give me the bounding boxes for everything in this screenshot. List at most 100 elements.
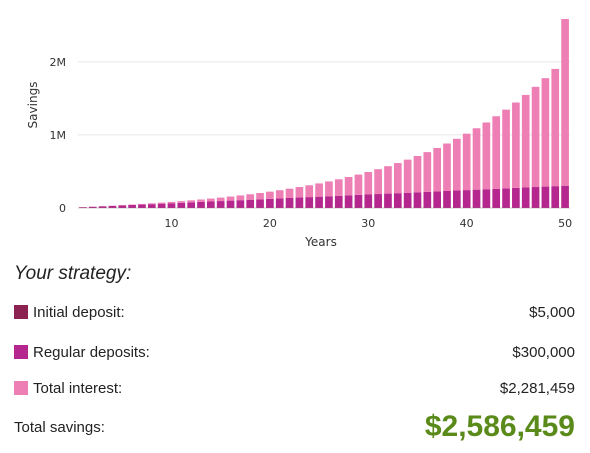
bar-segment [177,202,186,208]
bar-segment [177,201,186,203]
bar-segment [207,201,215,208]
axes: 0 1M 2M 10 20 30 40 50 [50,56,573,230]
bar-segment [226,196,235,201]
bar-segment [374,194,382,208]
bar-segment [531,187,540,208]
total-interest-legend: Total interest: [14,380,122,397]
bar-segment [492,188,501,208]
bar-segment [453,138,461,191]
total-interest-value: $2,281,459 [499,379,575,397]
x-tick-label: 40 [460,217,474,230]
bar-segment [187,202,195,208]
initial-deposit-label: Initial deposit: [33,303,125,321]
bar-segment [512,187,520,208]
bar-segment [551,186,560,208]
bar-segment [138,203,146,205]
bar-segment [393,163,402,194]
y-tick-label: 1M [50,129,67,142]
bar-segment [98,206,107,208]
bar-segment [423,191,432,208]
bar-segment [325,196,333,208]
bar-segment [502,188,510,208]
bars [79,18,569,208]
bar-segment [216,197,225,202]
bar-segment [118,205,127,208]
bar-segment [305,185,314,198]
bar-segment [502,109,510,189]
bar-segment [334,195,343,208]
bar-segment [275,190,284,199]
bar-segment [453,190,461,208]
bar-segment [325,181,333,197]
bar-segment [531,86,540,188]
bar-segment [561,18,569,186]
bar-segment [384,193,392,208]
bar-segment [207,198,215,202]
bar-segment [197,201,205,208]
bar-segment [197,199,205,202]
y-tick-label: 0 [59,202,66,215]
bar-segment [147,203,156,205]
bar-segment [443,143,451,191]
bar-segment [138,204,146,208]
bar-segment [295,197,304,208]
regular-deposits-row: Regular deposits: $300,000 [14,341,575,363]
y-axis-title: Savings [26,82,40,129]
bar-segment [256,193,264,200]
bar-segment [393,193,402,208]
bar-segment [561,185,569,208]
x-tick-label: 10 [164,217,178,230]
bar-segment [364,194,373,208]
bar-segment [512,102,520,188]
bar-segment [541,78,550,187]
bar-segment [344,177,353,196]
bar-segment [305,197,314,208]
bar-segment [413,192,422,208]
bar-segment [443,190,451,208]
initial-deposit-value: $5,000 [529,303,575,321]
bar-segment [266,191,274,199]
bar-segment [128,205,136,208]
bar-segment [541,186,550,208]
bar-segment [423,152,432,192]
regular-deposits-legend: Regular deposits: [14,344,150,361]
bar-segment [315,183,323,197]
bar-segment [216,201,225,208]
bar-segment [482,189,491,208]
total-interest-label: Total interest: [33,379,123,397]
bar-segment [167,203,176,208]
bar-segment [167,201,176,204]
bar-segment [433,191,441,208]
bar-segment [246,199,255,208]
savings-bar-chart: 0 1M 2M 10 20 30 40 50 Savings Years [26,18,573,249]
bar-segment [157,203,166,208]
initial-deposit-swatch [14,305,28,319]
x-tick-label: 30 [361,217,375,230]
bar-segment [462,190,471,208]
bar-segment [364,171,373,195]
bar-segment [334,179,343,196]
bar-segment [462,133,471,191]
x-tick-label: 20 [263,217,277,230]
bar-segment [236,195,245,201]
regular-deposits-value: $300,000 [512,343,575,361]
y-tick-label: 2M [50,56,67,69]
total-interest-row: Total interest: $2,281,459 [14,377,575,399]
initial-deposit-row: Initial deposit: $5,000 [14,301,575,323]
strategy-title: Your strategy: [14,263,132,284]
savings-chart: 0 1M 2M 10 20 30 40 50 Savings Years [26,18,573,249]
x-tick-label: 50 [558,217,572,230]
regular-deposits-swatch [14,345,28,359]
bar-segment [551,68,560,187]
bar-segment [226,200,235,208]
bar-segment [285,197,294,208]
bar-segment [374,169,382,195]
x-axis-title: Years [304,235,337,249]
bar-segment [315,196,323,208]
bar-segment [88,206,97,208]
bar-segment [147,204,156,208]
bar-segment [521,187,530,208]
total-savings-label: Total savings: [14,418,105,436]
bar-segment [256,199,264,208]
bar-segment [236,200,245,208]
